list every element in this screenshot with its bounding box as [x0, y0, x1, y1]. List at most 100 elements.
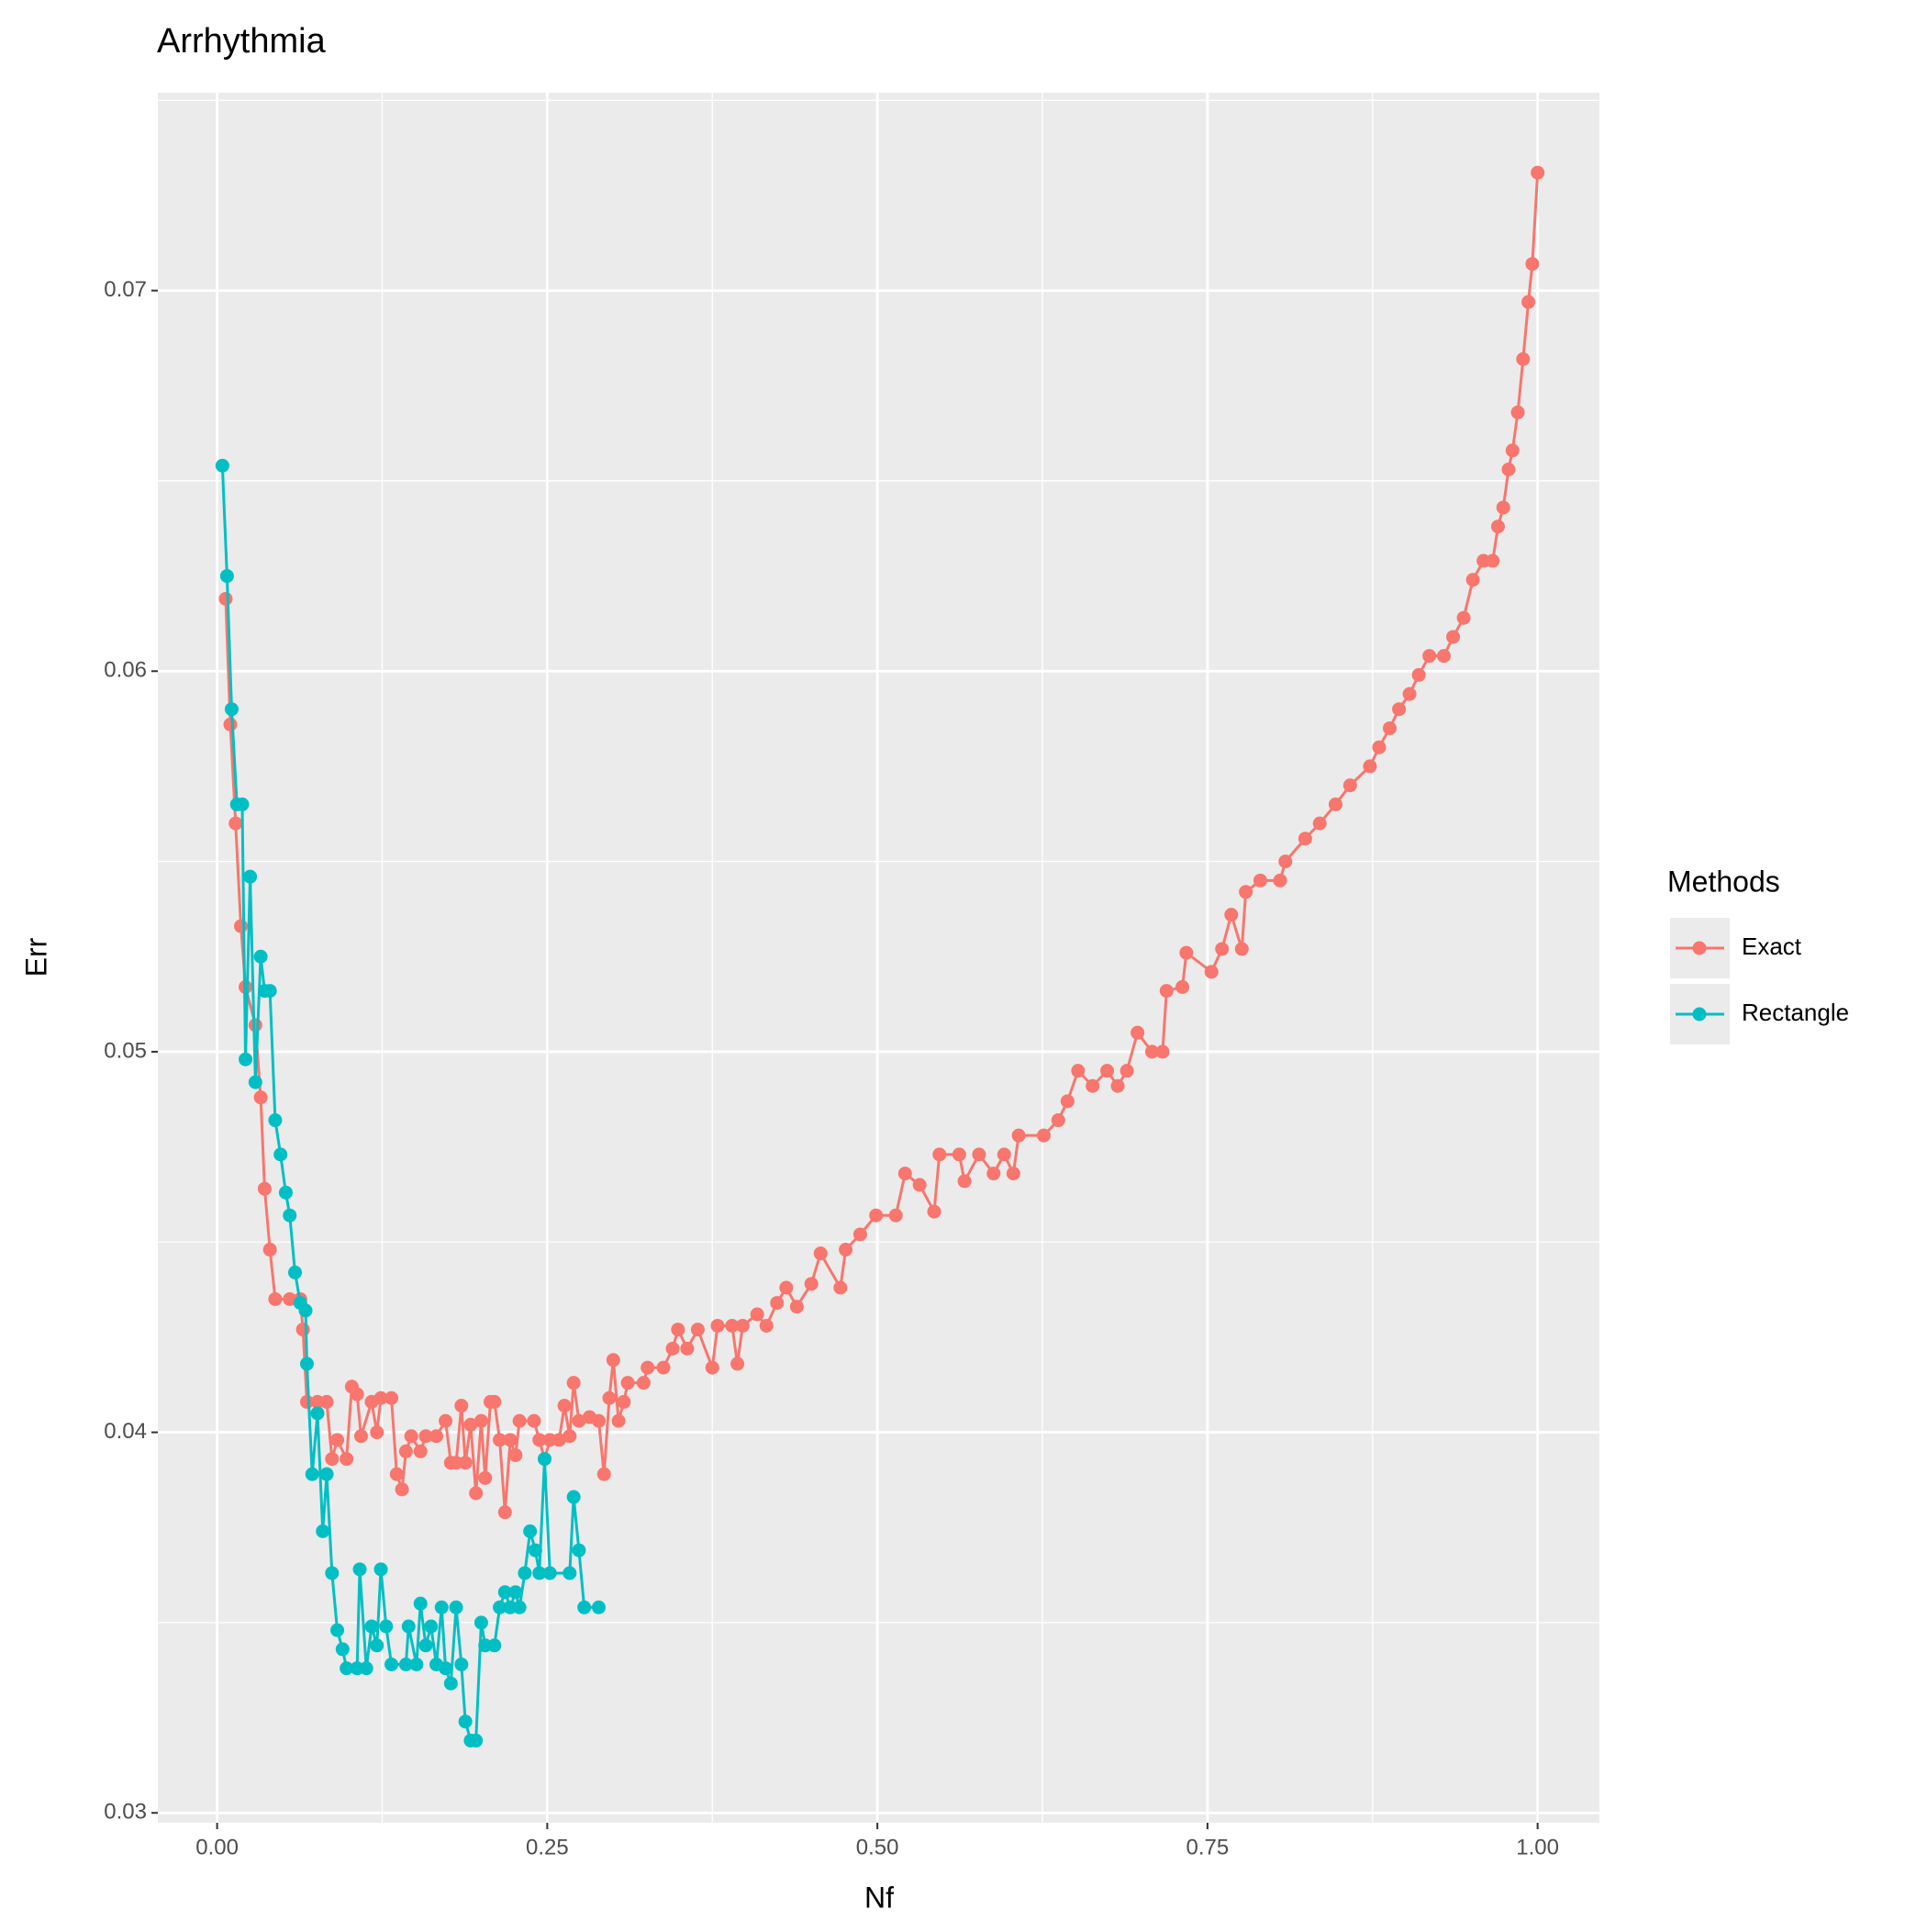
data-point — [278, 1185, 293, 1200]
data-point — [1456, 610, 1471, 625]
data-point — [319, 1467, 334, 1481]
x-axis-title: Nf — [864, 1881, 894, 1914]
x-tick-label: 0.75 — [1186, 1835, 1230, 1859]
data-point — [439, 1413, 453, 1428]
data-point — [458, 1714, 473, 1729]
data-point — [804, 1277, 819, 1291]
data-point — [493, 1433, 507, 1447]
x-tick-label: 0.50 — [856, 1835, 899, 1859]
data-point — [518, 1566, 532, 1580]
data-point — [373, 1562, 388, 1577]
data-point — [429, 1429, 443, 1444]
data-point — [572, 1413, 586, 1428]
data-point — [473, 1615, 488, 1630]
data-point — [606, 1353, 620, 1368]
data-point — [268, 1291, 283, 1306]
data-point — [340, 1661, 354, 1676]
data-point — [508, 1447, 523, 1462]
data-point — [551, 1433, 566, 1447]
data-point — [508, 1585, 523, 1600]
data-point — [1516, 352, 1531, 366]
data-point — [454, 1399, 469, 1413]
data-point — [888, 1208, 903, 1223]
data-point — [401, 1619, 416, 1634]
data-point — [542, 1566, 557, 1580]
data-point — [1342, 778, 1357, 793]
data-point — [458, 1456, 473, 1470]
data-point — [705, 1360, 719, 1375]
data-point — [523, 1524, 538, 1538]
data-point — [1036, 1128, 1051, 1143]
data-point — [443, 1676, 458, 1691]
data-point — [503, 1433, 518, 1447]
data-point — [449, 1600, 463, 1614]
data-point — [789, 1300, 804, 1314]
data-point — [350, 1387, 364, 1402]
data-point — [268, 1113, 283, 1128]
data-point — [1086, 1078, 1100, 1093]
data-point — [730, 1357, 745, 1371]
data-point — [373, 1390, 388, 1405]
legend-label: Exact — [1742, 932, 1802, 960]
data-point — [487, 1394, 502, 1409]
data-point — [537, 1452, 551, 1467]
data-point — [1155, 1044, 1170, 1059]
data-point — [690, 1323, 705, 1337]
data-point — [665, 1341, 680, 1356]
data-point — [273, 1147, 288, 1162]
data-point — [398, 1444, 413, 1458]
data-point — [1501, 463, 1516, 477]
data-point — [512, 1413, 527, 1428]
data-point — [1071, 1064, 1086, 1078]
data-point — [1496, 500, 1510, 515]
data-point — [478, 1470, 493, 1485]
data-point — [1402, 687, 1417, 701]
data-point — [602, 1390, 617, 1405]
data-point — [413, 1596, 428, 1611]
data-point — [497, 1505, 512, 1520]
data-point — [566, 1490, 581, 1504]
data-point — [1521, 295, 1536, 309]
data-point — [384, 1390, 399, 1405]
data-point — [219, 569, 234, 584]
data-point — [1144, 1044, 1159, 1059]
data-point — [1422, 649, 1437, 664]
data-point — [986, 1167, 1001, 1181]
data-point — [257, 1181, 272, 1196]
legend-title: Methods — [1667, 865, 1780, 898]
data-point — [1119, 1064, 1134, 1078]
data-point — [912, 1178, 927, 1192]
data-point — [671, 1323, 685, 1337]
data-point — [379, 1619, 394, 1634]
data-point — [262, 984, 277, 999]
data-point — [310, 1406, 325, 1421]
data-point — [620, 1376, 635, 1390]
data-point — [532, 1566, 547, 1580]
data-point — [1051, 1113, 1065, 1128]
x-tick-label: 0.00 — [195, 1835, 239, 1859]
data-point — [527, 1413, 541, 1428]
data-point — [234, 919, 249, 933]
data-point — [1363, 759, 1377, 774]
data-point — [1273, 873, 1287, 888]
data-point — [469, 1486, 484, 1501]
data-point — [253, 949, 268, 964]
x-tick-label: 0.25 — [526, 1835, 569, 1859]
data-point — [253, 1090, 268, 1105]
data-point — [1525, 257, 1540, 272]
data-point — [487, 1638, 502, 1653]
data-point — [299, 1394, 314, 1409]
data-point — [248, 1075, 262, 1089]
data-point — [611, 1413, 626, 1428]
data-point — [563, 1429, 577, 1444]
data-point — [1215, 942, 1230, 956]
y-tick-label: 0.03 — [104, 1800, 147, 1825]
data-point — [591, 1413, 606, 1428]
data-point — [364, 1619, 379, 1634]
data-point — [340, 1452, 354, 1467]
data-point — [335, 1642, 350, 1657]
data-point — [1131, 1025, 1145, 1040]
data-point — [299, 1357, 314, 1371]
data-point — [1011, 1128, 1026, 1143]
